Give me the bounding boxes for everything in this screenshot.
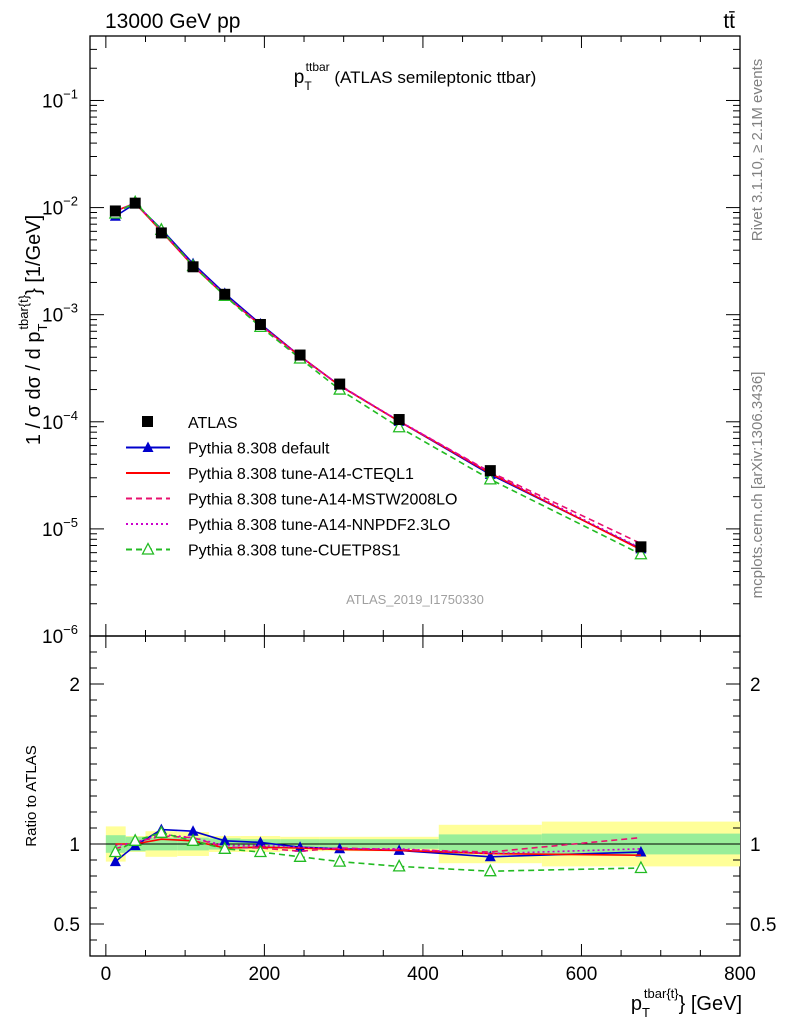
main-y-tick-label: 10−3 — [42, 301, 78, 327]
x-tick-label: 400 — [407, 964, 439, 985]
ratio-axes: 0 200 400 600 800 0.5 0.5 1 1 2 2 — [54, 36, 776, 985]
ratio-point — [293, 849, 307, 862]
xlabel-rest: } [GeV] — [679, 993, 742, 1015]
legend-label-0: Pythia 8.308 default — [188, 441, 330, 458]
main-ylabel: 1 / σ dσ / d pTtbar{t}} [1/GeV] — [16, 215, 50, 445]
ratio-y-tick-label-right: 2 — [750, 675, 761, 696]
ratio-point — [483, 863, 497, 877]
title-sup: ttbar — [306, 60, 330, 74]
main-y-tick-label: 10−2 — [42, 194, 78, 220]
x-tick-label: 800 — [724, 964, 756, 985]
ratio-y-tick-label: 0.5 — [54, 915, 80, 936]
ratio-y-tick-label: 1 — [69, 835, 80, 856]
header-right-label: tt̄ — [723, 10, 735, 33]
ratio-point — [219, 834, 231, 846]
ratio-point — [154, 825, 168, 838]
legend-marker-atlas — [142, 416, 153, 427]
ratio-point — [392, 858, 406, 872]
atlas-data-point — [294, 349, 306, 361]
ratio-series — [108, 823, 648, 877]
main-point — [483, 471, 497, 485]
ratio-ylabel: Ratio to ATLAS — [23, 745, 40, 846]
ratio-point — [635, 846, 647, 857]
ratio-point — [186, 833, 200, 846]
atlas-data-point — [219, 288, 231, 300]
analysis-watermark: ATLAS_2019_I1750330 — [346, 592, 484, 607]
main-y-tick-label: 10−5 — [42, 515, 78, 541]
main-y-tick-label: 10−4 — [42, 408, 78, 434]
ratio-point — [218, 841, 232, 854]
mcplots-label: mcplots.cern.ch [arXiv:1306.3436] — [749, 372, 766, 599]
title-p: p — [294, 67, 305, 88]
main-point — [392, 419, 406, 433]
main-axes: 10−1 10−2 10−3 10−4 10−5 10−6 — [42, 35, 740, 648]
ylabel-main: 1 / σ dσ / d p — [23, 332, 45, 446]
legend: ATLAS Pythia 8.308 default Pythia 8.308 tu… — [126, 415, 457, 560]
main-plot-title: pTttbar (ATLAS semileptonic ttbar) — [294, 60, 537, 93]
xlabel: pTtbar{t}} [GeV] — [631, 986, 742, 1020]
atlas-data-point — [129, 197, 141, 209]
rivet-label: Rivet 3.1.10, ≥ 2.1M events — [749, 59, 766, 242]
ratio-point — [294, 841, 306, 852]
x-tick-label: 0 — [101, 964, 112, 985]
ratio-y-tick-label: 2 — [69, 675, 80, 696]
ratio-point — [333, 854, 347, 867]
main-y-tick-label: 10−6 — [42, 622, 78, 648]
atlas-data-point — [635, 541, 647, 553]
legend-label-2: Pythia 8.308 tune-A14-MSTW2008LO — [188, 492, 457, 509]
legend-marker — [141, 542, 155, 555]
ratio-point — [253, 844, 268, 858]
header-left-label: 13000 GeV pp — [105, 10, 240, 33]
title-rest: (ATLAS semileptonic ttbar) — [330, 68, 537, 87]
legend-label-4: Pythia 8.308 tune-CUETP8S1 — [188, 543, 401, 560]
ratio-point — [634, 860, 648, 874]
atlas-data-point — [393, 414, 405, 426]
xlabel-sub: T — [642, 1005, 650, 1020]
ratio-point — [254, 836, 266, 847]
ratio-point — [109, 855, 121, 867]
x-tick-label: 200 — [249, 964, 281, 985]
legend-label-1: Pythia 8.308 tune-A14-CTEQL1 — [188, 466, 414, 483]
legend-label-atlas: ATLAS — [188, 415, 238, 432]
atlas-data-point — [109, 205, 121, 217]
atlas-data-point — [254, 318, 266, 330]
ratio-point — [484, 850, 496, 862]
ylabel-unit: } [1/GeV] — [23, 215, 45, 295]
ylabel-sub: T — [35, 324, 50, 332]
legend-label-3: Pythia 8.308 tune-A14-NNPDF2.3LO — [188, 517, 450, 534]
atlas-data-point — [187, 261, 199, 273]
xlabel-p: p — [631, 993, 642, 1015]
ratio-line-3 — [115, 833, 641, 855]
legend-marker — [142, 441, 154, 452]
x-tick-label: 600 — [566, 964, 598, 985]
ratio-point — [108, 844, 122, 858]
ratio-y-tick-label-right: 0.5 — [750, 915, 776, 936]
ratio-point — [128, 833, 142, 846]
ratio-plot-frame — [89, 635, 741, 957]
xlabel-sup: tbar{t} — [644, 986, 679, 1001]
ratio-point — [187, 825, 199, 836]
ylabel-sup: tbar{t} — [16, 294, 31, 329]
ratio-y-tick-label-right: 1 — [750, 835, 761, 856]
atlas-data-point — [484, 465, 496, 477]
atlas-data-point — [334, 378, 346, 390]
main-point — [634, 546, 648, 560]
title-sub: T — [304, 79, 312, 93]
atlas-data-point — [155, 227, 167, 239]
main-y-tick-label: 10−1 — [42, 86, 78, 112]
main-series — [108, 194, 648, 560]
